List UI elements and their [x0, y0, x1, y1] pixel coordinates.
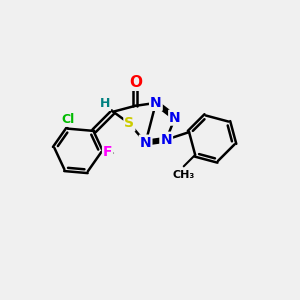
Text: F: F	[103, 145, 112, 159]
Text: Cl: Cl	[61, 113, 75, 126]
Text: CH₃: CH₃	[172, 169, 195, 180]
Text: N: N	[169, 111, 181, 124]
Text: N: N	[140, 136, 152, 150]
Text: O: O	[129, 75, 142, 90]
Text: S: S	[124, 116, 134, 130]
Text: N: N	[160, 133, 172, 147]
Text: N: N	[150, 96, 162, 110]
Text: H: H	[100, 97, 110, 110]
